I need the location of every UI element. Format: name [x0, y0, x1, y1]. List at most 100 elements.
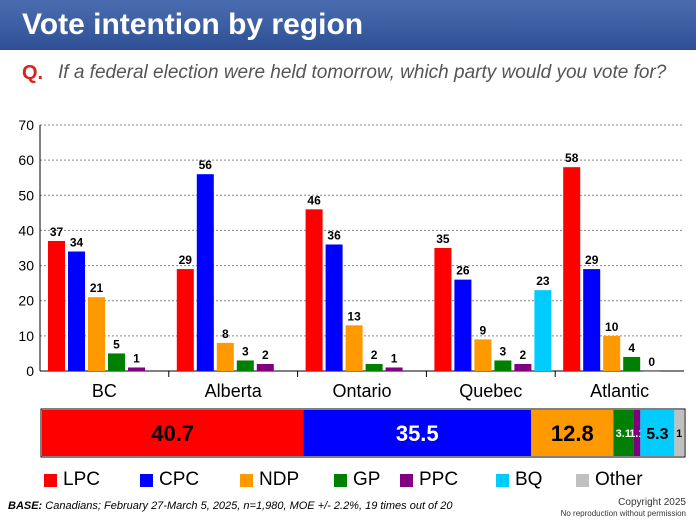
bar-ndp — [474, 339, 492, 371]
data-label: 5 — [113, 337, 120, 351]
bar-gp — [365, 363, 383, 371]
y-tick-label: 70 — [18, 117, 34, 133]
copyright-permission: No reproduction without permission — [560, 509, 686, 518]
question-text: If a federal election were held tomorrow… — [58, 62, 667, 83]
data-label: 2 — [262, 348, 269, 362]
y-tick-label: 60 — [18, 152, 34, 168]
bar-ppc — [256, 363, 274, 371]
data-label: 46 — [307, 193, 321, 207]
category-label: BC — [92, 381, 117, 401]
category-label: Quebec — [459, 381, 522, 401]
copyright-text: Copyright 2025 — [618, 497, 686, 508]
category-label: Ontario — [332, 381, 391, 401]
bar-cpc — [583, 269, 601, 371]
stacked-segment-ppc — [633, 410, 641, 456]
y-tick-label: 20 — [18, 293, 34, 309]
stacked-label: 35.5 — [396, 421, 439, 446]
base-label: BASE: — [8, 500, 43, 512]
legend-label: GP — [353, 469, 381, 490]
bar-lpc — [176, 269, 194, 371]
bar-ndp — [88, 297, 105, 371]
bar-ppc — [643, 371, 661, 372]
data-label: 56 — [199, 158, 213, 172]
bar-ppc — [385, 367, 403, 371]
data-label: 35 — [436, 232, 450, 246]
bar-lpc — [563, 167, 581, 371]
stacked-label: 3.1 — [616, 428, 631, 440]
bar-cpc — [68, 251, 85, 371]
stacked-label: 5.3 — [646, 426, 668, 443]
legend-swatch — [240, 473, 253, 487]
bar-gp — [623, 356, 641, 371]
bar-lpc — [305, 209, 323, 371]
stacked-label: 12.8 — [551, 421, 594, 446]
legend-label: Other — [595, 469, 643, 490]
y-tick-label: 30 — [18, 258, 34, 274]
stacked-bar-frame — [40, 408, 686, 458]
data-label: 8 — [222, 327, 229, 341]
data-label: 36 — [327, 228, 341, 242]
y-tick-label: 50 — [18, 187, 34, 203]
bar-cpc — [325, 244, 343, 371]
data-label: 1 — [133, 351, 140, 365]
legend-item-lpc: LPC — [44, 466, 100, 494]
legend-swatch — [496, 473, 509, 487]
legend-label: CPC — [159, 469, 200, 490]
legend-item-bq: BQ — [496, 466, 542, 494]
bar-ndp — [603, 335, 621, 371]
stacked-segment-ndp — [531, 410, 614, 456]
legend-label: LPC — [63, 469, 100, 490]
category-label: Atlantic — [590, 381, 649, 401]
bar-ppc — [128, 367, 145, 371]
stacked-label: 1 — [676, 428, 682, 440]
data-label: 29 — [585, 253, 599, 267]
bar-bq — [534, 290, 552, 371]
legend-swatch — [44, 473, 57, 487]
page-title: Vote intention by region — [22, 8, 364, 41]
data-label: 3 — [242, 344, 249, 358]
data-label: 23 — [536, 274, 550, 288]
stacked-segment-gp — [613, 410, 634, 456]
bar-cpc — [454, 279, 472, 371]
stacked-segment-cpc — [303, 410, 532, 456]
legend-label: PPC — [419, 469, 459, 490]
y-tick-label: 40 — [18, 222, 34, 238]
chart-legend: LPC CPC NDP GP PPC BQ Other — [0, 466, 696, 494]
base-text: Canadians; February 27-March 5, 2025, n=… — [42, 500, 453, 512]
data-label: 2 — [520, 348, 527, 362]
legend-item-other: Other — [576, 466, 643, 494]
bar-ppc — [514, 363, 532, 371]
data-label: 0 — [648, 355, 655, 369]
legend-item-gp: GP — [334, 466, 380, 494]
data-label: 1 — [391, 351, 398, 365]
data-label: 58 — [565, 151, 579, 165]
bar-gp — [108, 353, 125, 371]
copyright-note: Copyright 2025 No reproduction without p… — [561, 497, 686, 519]
y-tick-label: 0 — [26, 363, 34, 379]
data-label: 3 — [500, 344, 507, 358]
data-label: 10 — [605, 320, 619, 334]
data-label: 4 — [628, 341, 635, 355]
bar-ndp — [216, 342, 234, 371]
data-label: 9 — [480, 323, 487, 337]
bar-ndp — [345, 325, 363, 371]
bar-gp — [236, 360, 254, 371]
bar-lpc — [434, 248, 452, 371]
stacked-label: 40.7 — [151, 421, 194, 446]
stacked-segment-bq — [640, 410, 675, 456]
legend-swatch — [576, 473, 589, 487]
category-label: Alberta — [205, 381, 263, 401]
data-label: 26 — [456, 264, 470, 278]
stacked-segment-lpc — [42, 410, 304, 456]
legend-swatch — [140, 473, 153, 487]
legend-label: NDP — [259, 469, 300, 490]
base-note: BASE: Canadians; February 27-March 5, 20… — [8, 500, 453, 512]
data-label: 2 — [371, 348, 378, 362]
legend-label: BQ — [515, 469, 543, 490]
header-bar: Vote intention by region — [0, 0, 696, 50]
stacked-segment-other — [674, 410, 684, 456]
legend-swatch — [334, 473, 347, 487]
data-label: 13 — [347, 309, 361, 323]
legend-item-ppc: PPC — [400, 466, 458, 494]
bar-gp — [494, 360, 512, 371]
